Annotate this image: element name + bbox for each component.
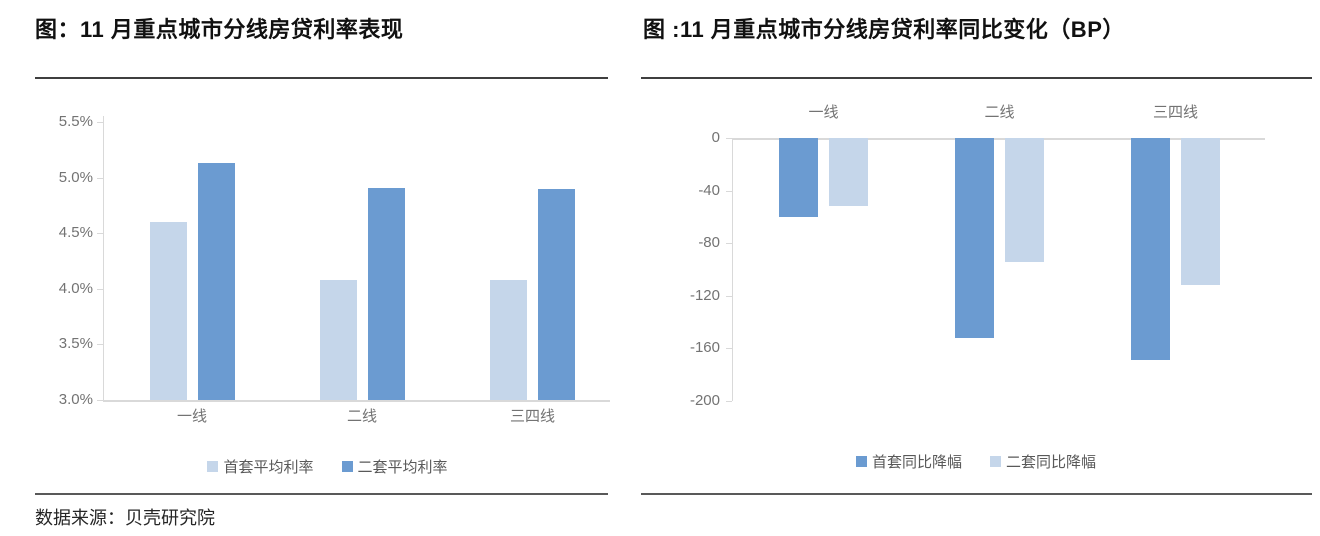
right-bottom-rule bbox=[641, 493, 1312, 495]
legend-swatch bbox=[341, 461, 353, 472]
bar-二套同比降幅-三四线 bbox=[1181, 138, 1220, 286]
tick-mark bbox=[726, 243, 732, 245]
y-axis-label: 3.0% bbox=[58, 391, 93, 408]
right-chart-title: 图 :11 月重点城市分线房贷利率同比变化（BP） bbox=[643, 17, 1125, 42]
tick-mark bbox=[97, 122, 103, 124]
y-axis-line bbox=[732, 138, 733, 401]
y-axis-line bbox=[103, 116, 104, 400]
tick-mark bbox=[97, 177, 103, 179]
x-axis-baseline bbox=[103, 400, 610, 402]
bar-首套同比降幅-三四线 bbox=[1131, 138, 1170, 361]
bar-二套平均利率-二线 bbox=[367, 187, 405, 400]
y-axis-label: -200 bbox=[689, 392, 720, 409]
bar-二套同比降幅-一线 bbox=[829, 138, 868, 207]
y-axis-label: -80 bbox=[698, 234, 720, 252]
bar-首套平均利率-二线 bbox=[319, 279, 357, 400]
y-axis-label: 5.5% bbox=[58, 113, 93, 131]
tick-mark bbox=[97, 344, 103, 346]
right-title-rule bbox=[641, 77, 1312, 79]
left-title-rule bbox=[35, 77, 608, 79]
bar-首套同比降幅-二线 bbox=[955, 138, 994, 338]
legend-label: 首套同比降幅 bbox=[871, 454, 962, 471]
tick-mark bbox=[726, 401, 732, 402]
y-axis-label: -120 bbox=[689, 286, 720, 304]
legend-item: 二套同比降幅 bbox=[990, 451, 1096, 472]
category-label: 三四线 bbox=[1152, 104, 1198, 121]
tick-mark bbox=[97, 400, 103, 401]
tick-mark bbox=[97, 233, 103, 235]
tick-mark bbox=[726, 295, 732, 297]
bar-二套同比降幅-二线 bbox=[1005, 138, 1044, 262]
legend-item: 首套平均利率 bbox=[207, 456, 314, 477]
tick-mark bbox=[726, 348, 732, 350]
tick-mark bbox=[726, 138, 732, 139]
bar-二套平均利率-三四线 bbox=[538, 188, 575, 400]
y-axis-label: -40 bbox=[698, 181, 720, 199]
legend-swatch bbox=[990, 456, 1001, 467]
category-label: 三四线 bbox=[509, 408, 555, 425]
legend-label: 首套平均利率 bbox=[223, 459, 314, 476]
bar-首套平均利率-三四线 bbox=[490, 279, 527, 400]
bar-首套同比降幅-一线 bbox=[779, 138, 818, 217]
y-axis-label: 4.5% bbox=[58, 224, 93, 242]
legend-item: 二套平均利率 bbox=[341, 456, 448, 477]
left-bottom-rule bbox=[35, 493, 608, 495]
y-axis-label: 0 bbox=[711, 129, 720, 146]
bar-二套平均利率-一线 bbox=[197, 163, 235, 400]
legend-item: 首套同比降幅 bbox=[855, 451, 962, 472]
category-label: 一线 bbox=[808, 104, 839, 121]
tick-mark bbox=[97, 288, 103, 290]
legend-label: 二套同比降幅 bbox=[1006, 454, 1097, 471]
legend-swatch bbox=[855, 456, 867, 467]
category-label: 二线 bbox=[346, 408, 377, 425]
legend-swatch bbox=[207, 461, 219, 472]
y-axis-label: -160 bbox=[689, 339, 720, 357]
legend-label: 二套平均利率 bbox=[357, 459, 448, 476]
category-label: 一线 bbox=[176, 408, 207, 425]
tick-mark bbox=[726, 190, 732, 192]
data-source-note: 数据来源：贝壳研究院 bbox=[35, 508, 215, 528]
left-chart-title: 图：11 月重点城市分线房贷利率表现 bbox=[35, 17, 404, 42]
y-axis-label: 3.5% bbox=[58, 335, 93, 353]
y-axis-label: 4.0% bbox=[58, 279, 93, 297]
legend: 首套同比降幅 二套同比降幅 bbox=[632, 451, 1320, 472]
bar-首套平均利率-一线 bbox=[149, 222, 187, 400]
legend: 首套平均利率 二套平均利率 bbox=[35, 456, 620, 477]
right-chart-plot: 0 -40 -80 -120 -160 -200 一线 二线 三四线首套同比降幅 二套同比降幅 bbox=[632, 100, 1320, 471]
y-axis-label: 5.0% bbox=[58, 168, 93, 186]
zero-line bbox=[732, 138, 1265, 140]
left-chart-plot: 5.5% 5.0% 4.5% 4.0% 3.5% 3.0% 一线 二线 三四线首套平均利率 二套平… bbox=[35, 100, 620, 476]
category-label: 二线 bbox=[984, 104, 1015, 121]
